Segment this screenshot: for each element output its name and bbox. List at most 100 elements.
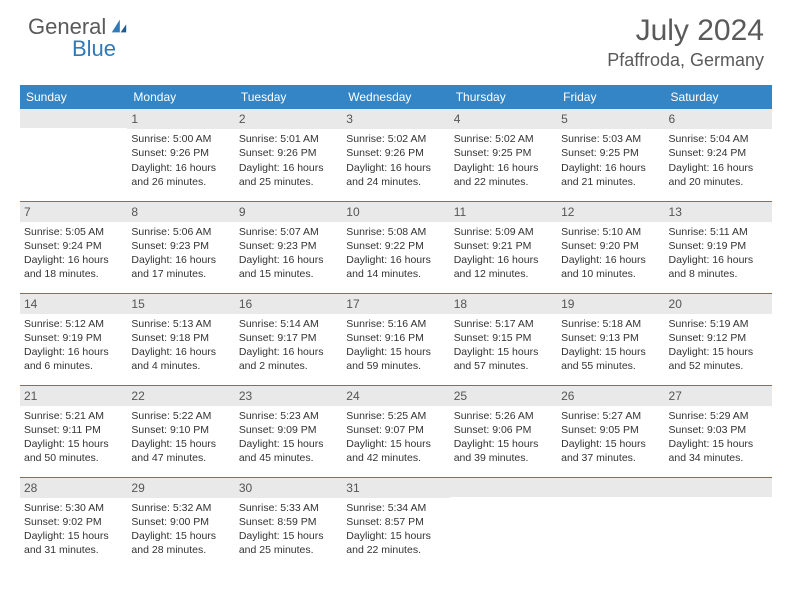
dl2-text: and 50 minutes. bbox=[24, 451, 123, 465]
dl1-text: Daylight: 16 hours bbox=[239, 161, 338, 175]
dl1-text: Daylight: 15 hours bbox=[454, 437, 553, 451]
weekday-header: Saturday bbox=[665, 85, 772, 109]
sunrise-text: Sunrise: 5:16 AM bbox=[346, 317, 445, 331]
weekday-header: Tuesday bbox=[235, 85, 342, 109]
day-number: 18 bbox=[450, 294, 557, 314]
calendar-day-cell: 25Sunrise: 5:26 AMSunset: 9:06 PMDayligh… bbox=[450, 385, 557, 477]
dl2-text: and 20 minutes. bbox=[669, 175, 768, 189]
location-label: Pfaffroda, Germany bbox=[607, 50, 764, 71]
sunrise-text: Sunrise: 5:04 AM bbox=[669, 132, 768, 146]
sunrise-text: Sunrise: 5:02 AM bbox=[454, 132, 553, 146]
dl1-text: Daylight: 15 hours bbox=[239, 437, 338, 451]
day-number: 1 bbox=[127, 109, 234, 129]
calendar-day-cell: 12Sunrise: 5:10 AMSunset: 9:20 PMDayligh… bbox=[557, 201, 664, 293]
calendar-day-cell: 21Sunrise: 5:21 AMSunset: 9:11 PMDayligh… bbox=[20, 385, 127, 477]
sunrise-text: Sunrise: 5:07 AM bbox=[239, 225, 338, 239]
sunset-text: Sunset: 9:19 PM bbox=[669, 239, 768, 253]
dl2-text: and 17 minutes. bbox=[131, 267, 230, 281]
sunset-text: Sunset: 9:19 PM bbox=[24, 331, 123, 345]
daynum-empty bbox=[665, 478, 772, 497]
dl1-text: Daylight: 15 hours bbox=[239, 529, 338, 543]
dl1-text: Daylight: 16 hours bbox=[239, 345, 338, 359]
daynum-empty bbox=[20, 109, 127, 128]
sunrise-text: Sunrise: 5:33 AM bbox=[239, 501, 338, 515]
sunset-text: Sunset: 8:57 PM bbox=[346, 515, 445, 529]
sunrise-text: Sunrise: 5:25 AM bbox=[346, 409, 445, 423]
weekday-header: Friday bbox=[557, 85, 664, 109]
day-number: 3 bbox=[342, 109, 449, 129]
sunrise-text: Sunrise: 5:19 AM bbox=[669, 317, 768, 331]
sunset-text: Sunset: 9:26 PM bbox=[131, 146, 230, 160]
dl1-text: Daylight: 16 hours bbox=[454, 161, 553, 175]
day-number: 16 bbox=[235, 294, 342, 314]
sunset-text: Sunset: 9:03 PM bbox=[669, 423, 768, 437]
calendar-day-cell: 31Sunrise: 5:34 AMSunset: 8:57 PMDayligh… bbox=[342, 477, 449, 569]
dl1-text: Daylight: 15 hours bbox=[669, 345, 768, 359]
dl1-text: Daylight: 16 hours bbox=[454, 253, 553, 267]
sunset-text: Sunset: 9:24 PM bbox=[24, 239, 123, 253]
calendar-week-row: 28Sunrise: 5:30 AMSunset: 9:02 PMDayligh… bbox=[20, 477, 772, 569]
dl1-text: Daylight: 15 hours bbox=[561, 345, 660, 359]
sunrise-text: Sunrise: 5:05 AM bbox=[24, 225, 123, 239]
day-number: 13 bbox=[665, 202, 772, 222]
calendar-day-cell: 30Sunrise: 5:33 AMSunset: 8:59 PMDayligh… bbox=[235, 477, 342, 569]
day-number: 10 bbox=[342, 202, 449, 222]
sunset-text: Sunset: 9:05 PM bbox=[561, 423, 660, 437]
dl2-text: and 26 minutes. bbox=[131, 175, 230, 189]
calendar-day-cell: 4Sunrise: 5:02 AMSunset: 9:25 PMDaylight… bbox=[450, 109, 557, 201]
sunrise-text: Sunrise: 5:29 AM bbox=[669, 409, 768, 423]
sunset-text: Sunset: 9:13 PM bbox=[561, 331, 660, 345]
dl1-text: Daylight: 16 hours bbox=[346, 253, 445, 267]
sunrise-text: Sunrise: 5:30 AM bbox=[24, 501, 123, 515]
sunrise-text: Sunrise: 5:01 AM bbox=[239, 132, 338, 146]
sunset-text: Sunset: 9:15 PM bbox=[454, 331, 553, 345]
calendar-day-cell: 9Sunrise: 5:07 AMSunset: 9:23 PMDaylight… bbox=[235, 201, 342, 293]
calendar-day-cell bbox=[557, 477, 664, 569]
dl1-text: Daylight: 16 hours bbox=[669, 253, 768, 267]
sunset-text: Sunset: 9:26 PM bbox=[239, 146, 338, 160]
calendar-day-cell: 24Sunrise: 5:25 AMSunset: 9:07 PMDayligh… bbox=[342, 385, 449, 477]
sunrise-text: Sunrise: 5:22 AM bbox=[131, 409, 230, 423]
dl2-text: and 8 minutes. bbox=[669, 267, 768, 281]
page-header: GeneralBlue July 2024 Pfaffroda, Germany bbox=[0, 0, 792, 77]
calendar-day-cell: 2 Sunrise: 5:01 AMSunset: 9:26 PMDaylight… bbox=[235, 109, 342, 201]
dl1-text: Daylight: 15 hours bbox=[669, 437, 768, 451]
weekday-header: Sunday bbox=[20, 85, 127, 109]
sunset-text: Sunset: 9:24 PM bbox=[669, 146, 768, 160]
day-number: 7 bbox=[20, 202, 127, 222]
dl1-text: Daylight: 16 hours bbox=[561, 161, 660, 175]
dl1-text: Daylight: 15 hours bbox=[131, 437, 230, 451]
dl1-text: Daylight: 16 hours bbox=[131, 345, 230, 359]
sunset-text: Sunset: 9:25 PM bbox=[454, 146, 553, 160]
dl2-text: and 2 minutes. bbox=[239, 359, 338, 373]
sunrise-text: Sunrise: 5:26 AM bbox=[454, 409, 553, 423]
calendar-day-cell bbox=[665, 477, 772, 569]
day-number: 24 bbox=[342, 386, 449, 406]
dl1-text: Daylight: 16 hours bbox=[669, 161, 768, 175]
day-number: 29 bbox=[127, 478, 234, 498]
dl2-text: and 21 minutes. bbox=[561, 175, 660, 189]
sunrise-text: Sunrise: 5:12 AM bbox=[24, 317, 123, 331]
calendar-day-cell bbox=[450, 477, 557, 569]
dl1-text: Daylight: 15 hours bbox=[24, 437, 123, 451]
calendar-day-cell: 22Sunrise: 5:22 AMSunset: 9:10 PMDayligh… bbox=[127, 385, 234, 477]
sunrise-text: Sunrise: 5:34 AM bbox=[346, 501, 445, 515]
dl1-text: Daylight: 15 hours bbox=[561, 437, 660, 451]
day-number: 23 bbox=[235, 386, 342, 406]
day-number: 26 bbox=[557, 386, 664, 406]
day-number: 2 bbox=[235, 109, 342, 129]
sunset-text: Sunset: 9:21 PM bbox=[454, 239, 553, 253]
calendar-table: Sunday Monday Tuesday Wednesday Thursday… bbox=[20, 85, 772, 569]
sunset-text: Sunset: 9:00 PM bbox=[131, 515, 230, 529]
calendar-week-row: 1Sunrise: 5:00 AMSunset: 9:26 PMDaylight… bbox=[20, 109, 772, 201]
calendar-day-cell: 6Sunrise: 5:04 AMSunset: 9:24 PMDaylight… bbox=[665, 109, 772, 201]
dl2-text: and 57 minutes. bbox=[454, 359, 553, 373]
sunrise-text: Sunrise: 5:09 AM bbox=[454, 225, 553, 239]
dl1-text: Daylight: 16 hours bbox=[131, 161, 230, 175]
calendar-week-row: 7 Sunrise: 5:05 AMSunset: 9:24 PM Daylight… bbox=[20, 201, 772, 293]
dl2-text: and 55 minutes. bbox=[561, 359, 660, 373]
calendar-day-cell: 1Sunrise: 5:00 AMSunset: 9:26 PMDaylight… bbox=[127, 109, 234, 201]
dl2-text: and 52 minutes. bbox=[669, 359, 768, 373]
day-number: 28 bbox=[20, 478, 127, 498]
dl2-text: and 22 minutes. bbox=[346, 543, 445, 557]
